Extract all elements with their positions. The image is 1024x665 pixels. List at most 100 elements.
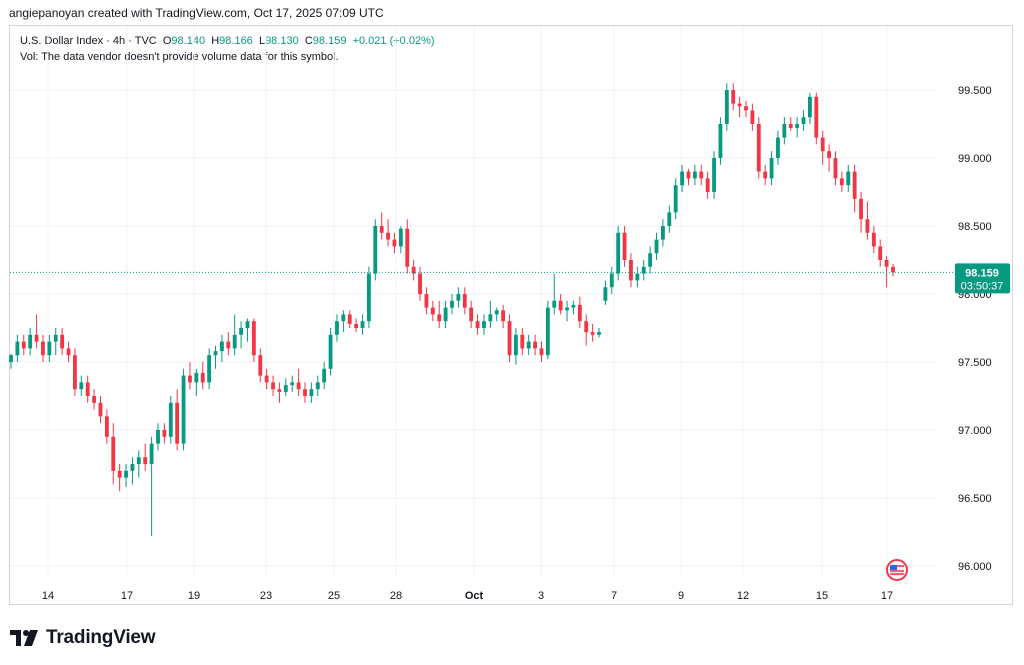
candle [718, 117, 723, 165]
candle-body [207, 355, 212, 383]
candle-body [520, 334, 525, 349]
x-axis-labels: 14 17 19 23 25 28 Oct 3 7 9 12 15 17 [42, 590, 893, 602]
candle [846, 164, 851, 192]
candle-body [283, 385, 288, 392]
change-value: +0.021 (+0.02%) [352, 35, 435, 47]
candle-body [603, 287, 608, 301]
candle [814, 92, 819, 145]
candle [271, 375, 275, 396]
candle-body [347, 314, 352, 324]
candle-body [654, 239, 659, 254]
candle-body [85, 382, 90, 396]
candle-body [814, 96, 819, 138]
candle [622, 226, 627, 267]
candle-body [501, 310, 506, 322]
candle [597, 328, 601, 338]
candle [85, 375, 90, 403]
candle-body [731, 90, 736, 104]
candle-body [660, 226, 665, 240]
candle [705, 171, 710, 199]
candle [776, 130, 780, 165]
candle [565, 300, 569, 322]
candle-body [865, 219, 870, 233]
candle [200, 362, 205, 390]
candle-body [769, 158, 774, 179]
tradingview-logo-icon [10, 630, 38, 646]
x-tick-label: 28 [390, 590, 402, 602]
candle [859, 192, 863, 233]
candle [405, 219, 410, 274]
candle [462, 287, 467, 315]
candle-body [584, 321, 589, 333]
candle [188, 362, 192, 390]
candle [520, 328, 525, 356]
candle [15, 334, 20, 362]
candle-body [143, 457, 148, 464]
candle [156, 423, 160, 451]
candle-body [801, 117, 806, 124]
candle-body [705, 178, 710, 192]
candle [712, 151, 716, 199]
candle-body [104, 416, 109, 437]
candle-body [571, 304, 576, 308]
candle [9, 353, 13, 369]
candle-body [788, 124, 793, 129]
candle [724, 83, 729, 131]
candle-body [533, 341, 538, 349]
candle [680, 164, 685, 192]
candle [111, 423, 116, 485]
candle-body [239, 328, 244, 335]
candle [21, 334, 26, 356]
candle-body [162, 430, 167, 437]
candle-body [852, 171, 857, 199]
flag-icon[interactable] [886, 559, 908, 581]
candle-body [558, 300, 563, 311]
candle-body [168, 402, 173, 437]
candle [143, 443, 148, 471]
y-tick-label: 97.500 [958, 357, 992, 369]
candle [207, 348, 212, 390]
y-axis-labels: 96.00096.50097.00097.50098.00098.50099.0… [958, 85, 992, 573]
x-tick-label: 7 [611, 590, 617, 602]
candle [545, 300, 550, 360]
candle [47, 334, 52, 362]
candle-body [290, 382, 295, 386]
candle-body [609, 273, 614, 288]
candle-body [98, 402, 103, 417]
candle [162, 423, 167, 444]
candle-body [379, 226, 384, 233]
candle-body [315, 382, 320, 390]
symbol-label[interactable]: U.S. Dollar Index · 4h · TVC [20, 35, 157, 47]
candle [513, 328, 518, 365]
candle [194, 368, 199, 396]
candle [232, 314, 237, 356]
candle [488, 300, 493, 328]
candle [251, 318, 256, 362]
candle-body [724, 90, 729, 124]
candle-body [641, 266, 646, 274]
candle-body [833, 158, 838, 179]
candle-body [28, 334, 33, 349]
candle [577, 296, 582, 328]
candle-body [782, 124, 787, 138]
candle [213, 345, 218, 369]
candle [807, 92, 812, 124]
candle-body [258, 355, 263, 376]
ohlc-line: U.S. Dollar Index · 4h · TVC O98.140 H98… [20, 33, 435, 49]
candle [366, 266, 371, 328]
candle-body [450, 300, 454, 308]
candle [181, 368, 186, 451]
footer-logo[interactable]: TradingView [10, 627, 156, 649]
candle-body [846, 171, 851, 186]
candle [124, 464, 128, 488]
brand-wordmark: TradingView [46, 627, 156, 648]
candle-body [744, 106, 748, 111]
candle [411, 260, 416, 281]
x-tick-label: 3 [538, 590, 544, 602]
x-tick-label: 14 [42, 590, 54, 602]
candle-body [213, 351, 218, 356]
candle-body [322, 368, 327, 383]
candle [328, 328, 333, 376]
candle-body [673, 185, 678, 213]
